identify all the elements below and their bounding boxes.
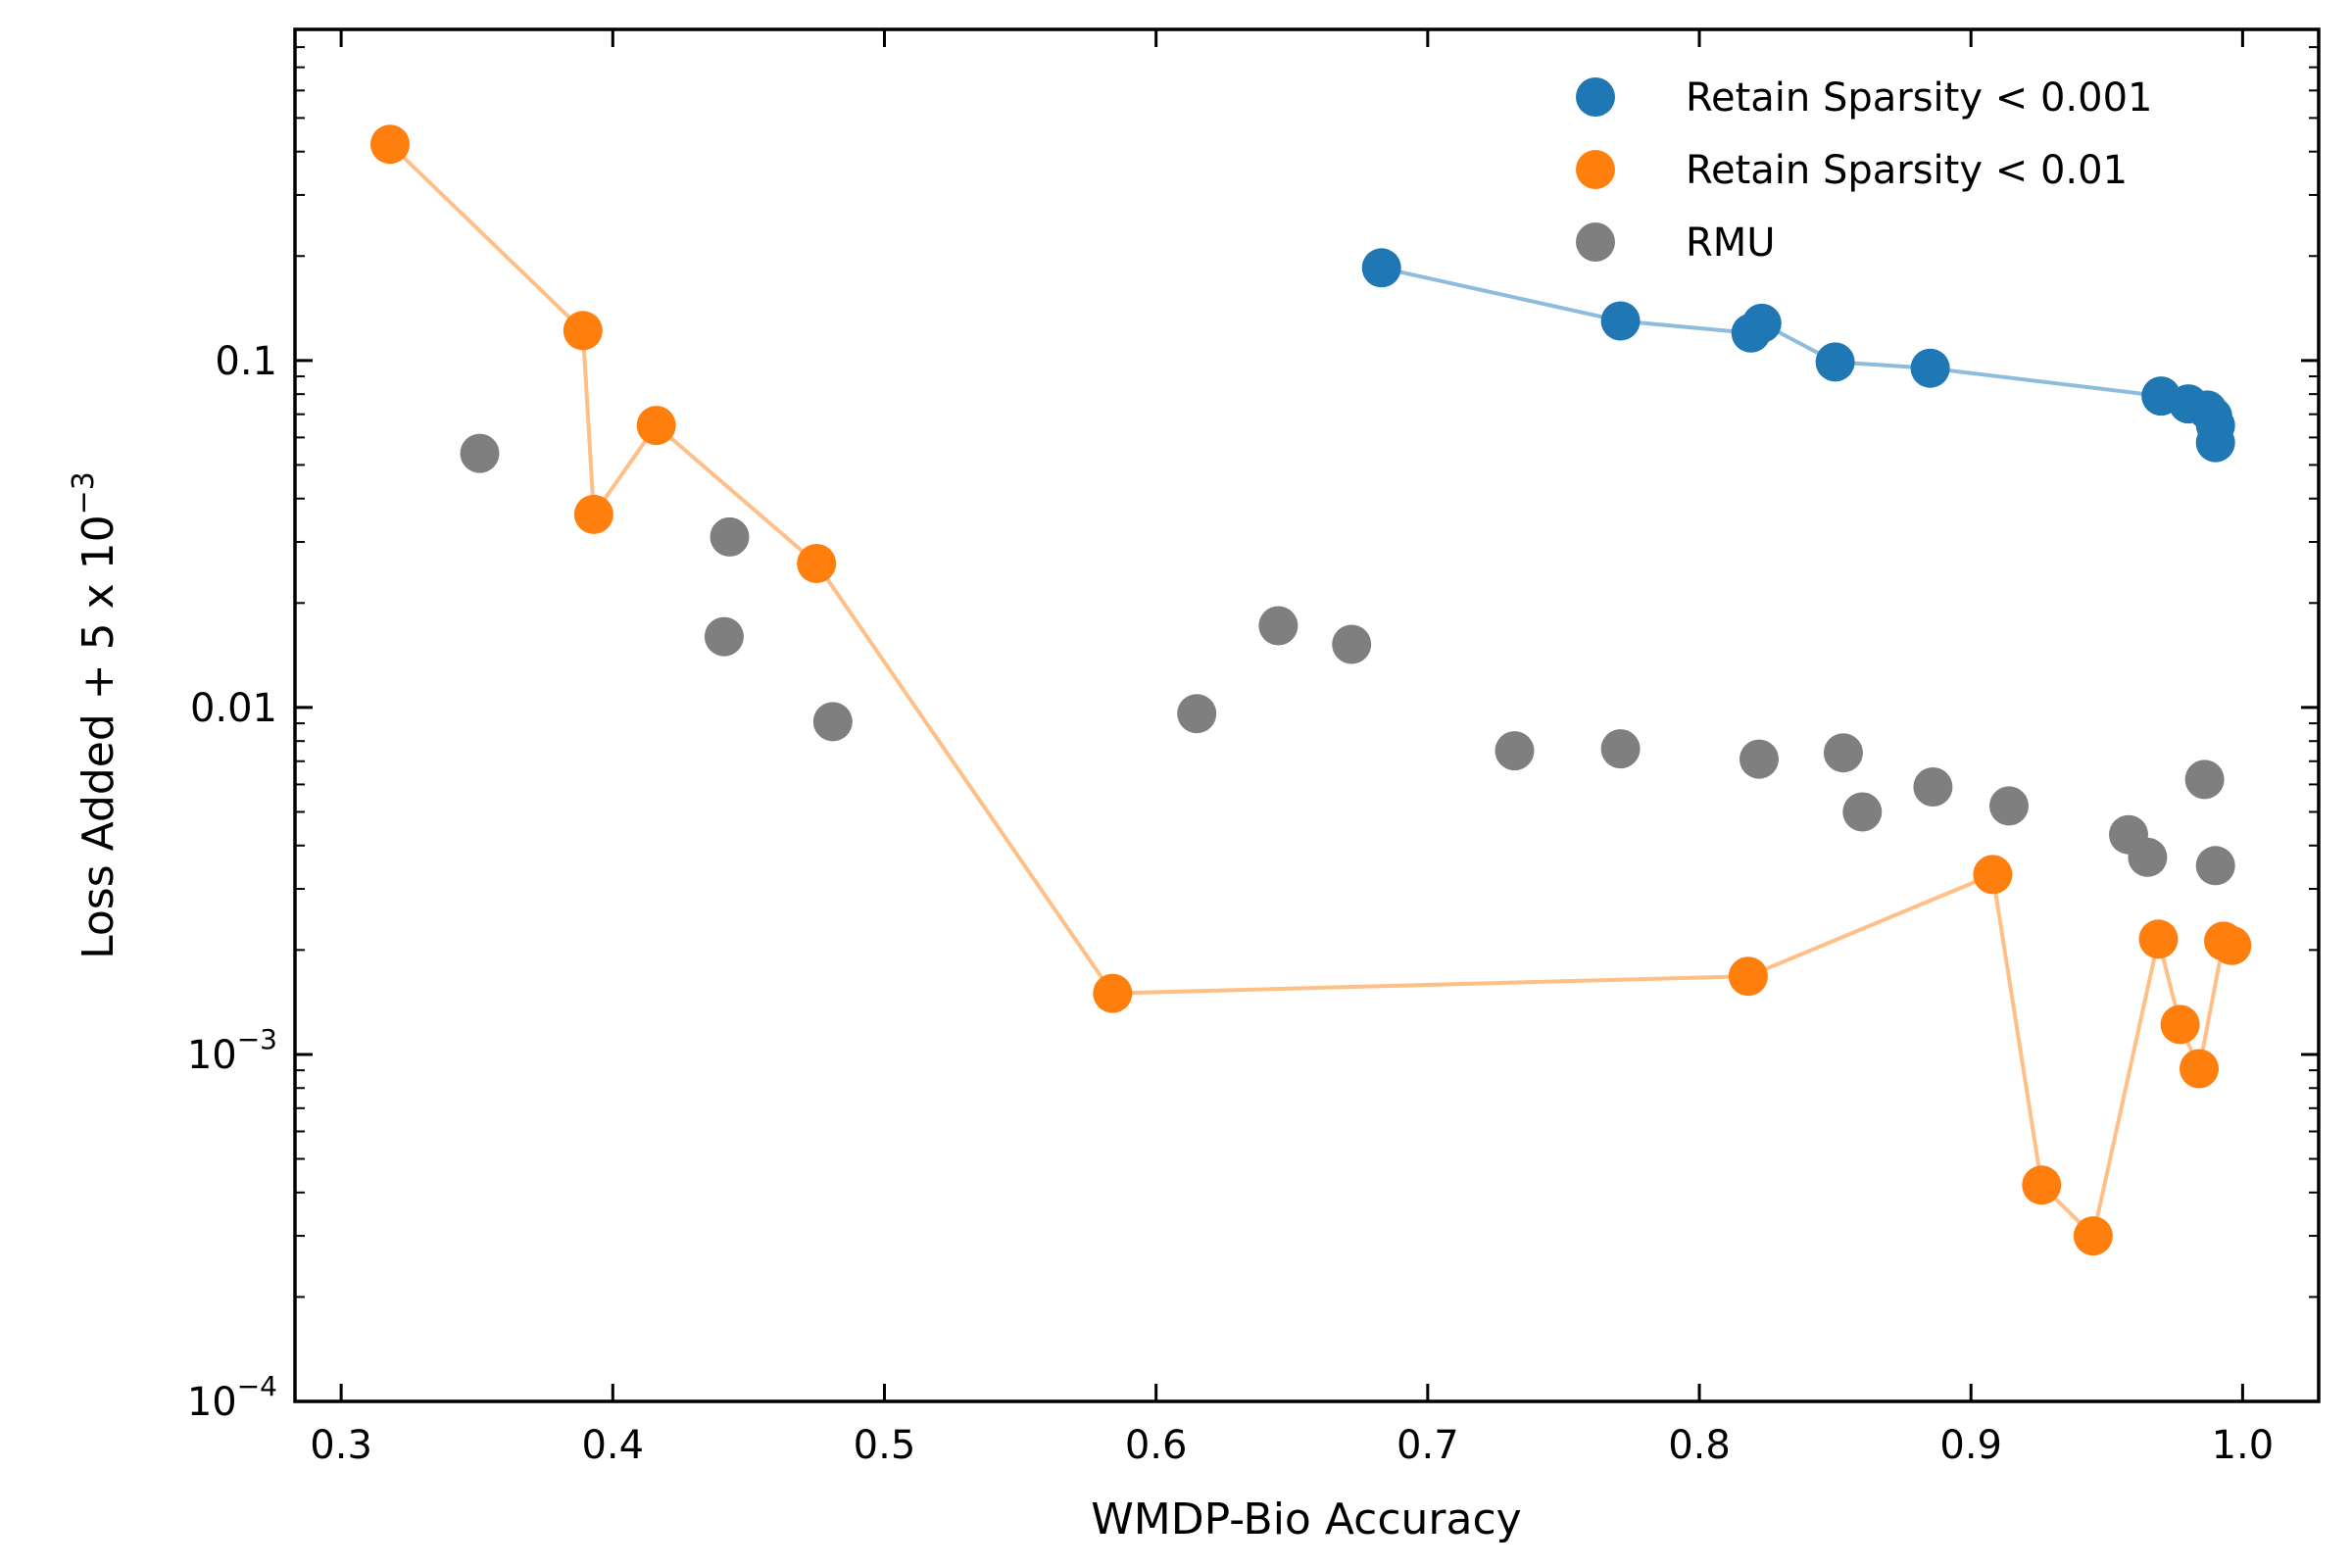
plot-layer <box>370 124 2252 1256</box>
x-tick-label: 0.6 <box>1125 1423 1188 1468</box>
data-point-s2-10 <box>1823 733 1863 773</box>
data-point-s2-15 <box>2128 837 2168 877</box>
data-point-s2-9 <box>1740 739 1779 779</box>
x-axis-title: WMDP-Bio Accuracy <box>1091 1494 1521 1544</box>
x-tick-label: 0.5 <box>854 1423 916 1468</box>
data-point-s1-11 <box>2160 1004 2200 1045</box>
x-tick-label: 0.8 <box>1668 1423 1731 1468</box>
data-point-s2-6 <box>1332 624 1372 664</box>
legend-label-0: Retain Sparsity < 0.001 <box>1686 75 2152 121</box>
y-tick-label: 0.1 <box>215 339 277 384</box>
legend: Retain Sparsity < 0.001 Retain Sparsity <… <box>1576 75 2152 266</box>
data-point-s1-9 <box>2073 1216 2113 1256</box>
data-point-s2-12 <box>1913 767 1953 807</box>
y-tick-label: 10−3 <box>187 1023 277 1078</box>
data-point-s0-1 <box>1600 301 1641 341</box>
data-point-s0-0 <box>1361 248 1401 288</box>
data-point-s0-3 <box>1741 303 1782 343</box>
data-point-s2-16 <box>2184 760 2225 800</box>
data-point-s2-8 <box>1600 729 1641 769</box>
data-point-s2-1 <box>710 516 750 557</box>
data-point-s2-0 <box>460 433 500 473</box>
data-point-s1-7 <box>1973 855 2013 895</box>
data-point-s2-3 <box>812 702 853 742</box>
x-tick-label: 1.0 <box>2212 1423 2275 1468</box>
data-point-s0-11 <box>2195 422 2235 463</box>
data-point-s2-11 <box>1842 792 1883 832</box>
data-point-s1-4 <box>797 544 837 583</box>
y-tick-label: 10−4 <box>187 1370 277 1425</box>
legend-marker-0 <box>1576 77 1615 117</box>
legend-marker-1 <box>1576 150 1615 189</box>
data-point-s0-5 <box>1910 348 1950 388</box>
ticks-layer: 0.3 0.4 0.5 0.6 0.7 0.8 0.9 1.0 10−4 10−3 0.01 0.1 <box>187 29 2319 1468</box>
data-point-s1-1 <box>563 311 603 351</box>
y-axis-title: Loss Added + 5 x 10−3 <box>67 471 123 959</box>
data-point-s1-14 <box>2212 925 2252 965</box>
data-point-s0-4 <box>1815 342 1855 382</box>
x-tick-label: 0.3 <box>310 1423 372 1468</box>
legend-label-1: Retain Sparsity < 0.01 <box>1686 148 2128 193</box>
data-point-s1-8 <box>2022 1165 2062 1205</box>
x-tick-label: 0.9 <box>1939 1423 2002 1468</box>
data-point-s1-3 <box>636 406 676 446</box>
legend-marker-2 <box>1576 222 1615 262</box>
data-point-s1-12 <box>2180 1049 2219 1089</box>
y-axis-title-exponent: −3 <box>67 471 101 514</box>
y-tick-label: 0.01 <box>190 686 277 731</box>
data-point-s1-0 <box>370 124 410 165</box>
y-axis-title-main: Loss Added + 5 x 10 <box>74 514 123 959</box>
plot-frame <box>293 27 2321 1403</box>
data-point-s1-2 <box>573 494 613 534</box>
data-point-s2-17 <box>2195 846 2235 886</box>
data-point-s2-7 <box>1494 731 1535 771</box>
data-point-s2-13 <box>1989 786 2029 826</box>
data-point-s1-10 <box>2138 919 2179 959</box>
data-point-s2-5 <box>1258 606 1298 646</box>
data-point-s1-5 <box>1093 973 1133 1013</box>
data-point-s1-6 <box>1728 956 1768 997</box>
data-point-s2-4 <box>1177 694 1217 734</box>
data-point-s2-2 <box>704 616 744 657</box>
x-tick-label: 0.7 <box>1396 1423 1459 1468</box>
x-tick-label: 0.4 <box>581 1423 644 1468</box>
legend-label-2: RMU <box>1686 220 1776 266</box>
